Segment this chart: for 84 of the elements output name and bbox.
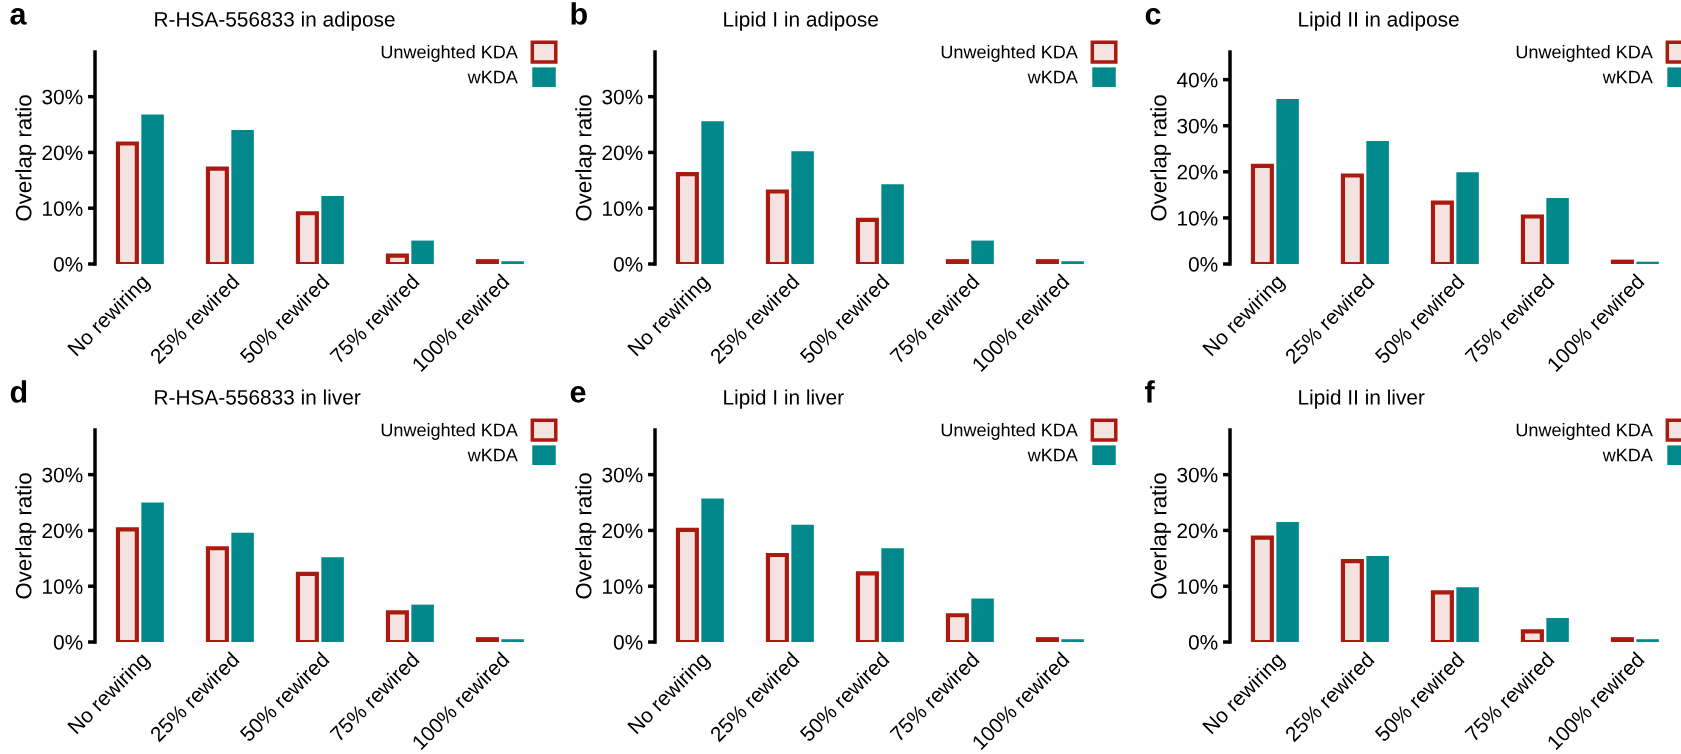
y-tick-label: 30% (1177, 467, 1218, 483)
y-tick-label: 10% (1178, 579, 1218, 594)
bar (971, 598, 994, 642)
y-tick-label: 10% (43, 579, 83, 594)
y-tick-label: 20% (1177, 523, 1218, 539)
y-tick-label: 10% (43, 201, 83, 216)
y-tick-label: 30% (42, 89, 83, 105)
y-axis-title: Overlap ratio (1150, 95, 1171, 221)
legend-label: Unweighted KDA (941, 423, 1078, 440)
bar (881, 548, 904, 642)
y-tick-label: 40% (1176, 72, 1218, 88)
legend-label: Unweighted KDA (381, 423, 518, 440)
legend-label: wKDA (467, 70, 518, 84)
bar (321, 195, 344, 264)
y-axis-title: Overlap ratio (15, 473, 36, 599)
y-tick-label: 30% (602, 467, 643, 483)
chart-title: Lipid I in adipose (724, 11, 878, 31)
legend-label: wKDA (1602, 448, 1653, 462)
text: e (570, 386, 586, 403)
y-axis-title: Overlap ratio (1150, 473, 1171, 599)
legend-label: Unweighted KDA (941, 45, 1078, 62)
bar (1276, 522, 1299, 642)
bar (701, 121, 724, 264)
y-tick-label: 30% (602, 89, 643, 105)
y-tick-label: 0% (613, 635, 643, 650)
chart-title: Lipid II in adipose (1299, 11, 1459, 31)
y-tick-label: 0% (613, 257, 643, 272)
bar (1366, 556, 1389, 642)
y-tick-label: 20% (602, 523, 643, 539)
y-axis-title: Overlap ratio (15, 95, 36, 221)
y-axis-title: Overlap ratio (575, 473, 596, 599)
bar (1276, 99, 1299, 264)
y-tick-label: 0% (1188, 257, 1218, 272)
legend-label: wKDA (467, 448, 518, 462)
y-tick-label: 20% (42, 145, 83, 161)
y-tick-label: 30% (1177, 118, 1218, 134)
chart-title: Lipid II in liver (1299, 389, 1425, 409)
y-tick-label: 10% (1178, 210, 1218, 226)
bar (321, 557, 344, 642)
bar (1456, 587, 1479, 642)
text: d (10, 380, 27, 403)
bar (1061, 639, 1084, 642)
y-tick-label: 30% (42, 467, 83, 483)
bar (501, 639, 524, 642)
legend-label: Unweighted KDA (381, 45, 518, 62)
bar (411, 240, 434, 264)
bar (141, 502, 164, 642)
bar (1546, 618, 1569, 642)
text: c (1145, 8, 1161, 25)
y-tick-label: 0% (1188, 635, 1218, 650)
bar (231, 532, 254, 642)
y-tick-label: 20% (1177, 164, 1218, 180)
legend-label: Unweighted KDA (1516, 423, 1653, 440)
y-axis-title: Overlap ratio (575, 95, 596, 221)
bar (1366, 140, 1389, 264)
bar (1456, 172, 1479, 264)
chart-title: R-HSA-556833 in liver (155, 389, 361, 405)
bar (1636, 639, 1659, 642)
chart-title: R-HSA-556833 in adipose (155, 11, 395, 31)
bar (501, 261, 524, 264)
legend-label: Unweighted KDA (1516, 45, 1653, 62)
legend-label: wKDA (1602, 70, 1653, 84)
chart-title: Lipid I in liver (724, 389, 844, 409)
legend-label: wKDA (1027, 70, 1078, 84)
y-tick-label: 0% (53, 257, 83, 272)
bar (881, 184, 904, 264)
bar (791, 151, 814, 264)
bar (411, 604, 434, 642)
text: b (571, 2, 587, 25)
y-tick-label: 20% (42, 523, 83, 539)
bar (1546, 198, 1569, 264)
bar (791, 524, 814, 642)
text: f (1145, 380, 1155, 403)
text: a (10, 8, 27, 25)
y-tick-label: 20% (602, 145, 643, 161)
bar (231, 130, 254, 264)
y-tick-label: 10% (603, 201, 643, 216)
bar (1061, 261, 1084, 264)
legend-label: wKDA (1027, 448, 1078, 462)
bar (701, 498, 724, 642)
y-tick-label: 10% (603, 579, 643, 594)
bar (141, 114, 164, 264)
y-tick-label: 0% (53, 635, 83, 650)
bar (971, 240, 994, 264)
